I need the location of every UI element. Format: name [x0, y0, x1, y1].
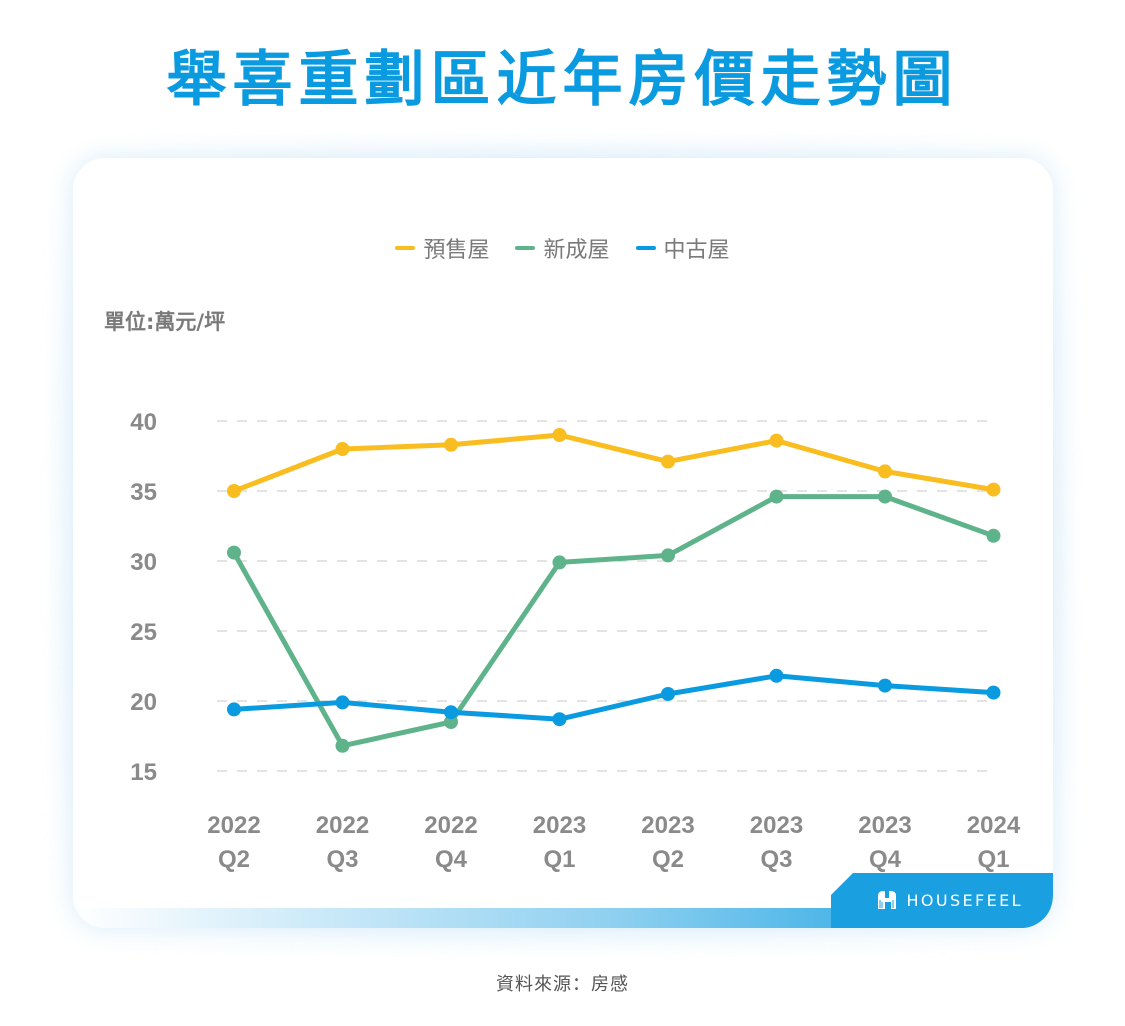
- x-tick-quarter: Q1: [543, 846, 575, 873]
- y-tick-label: 30: [130, 549, 157, 576]
- y-tick-label: 20: [130, 689, 157, 716]
- x-tick-quarter: Q3: [760, 846, 792, 873]
- brand-name: HOUSEFEEL: [906, 890, 1023, 910]
- data-point[interactable]: [661, 454, 675, 469]
- data-point[interactable]: [335, 442, 350, 456]
- brand-logo: HOUSEFEEL: [876, 890, 1023, 910]
- legend-swatch-presale: [395, 246, 416, 250]
- legend-swatch-second-hand: [635, 246, 656, 250]
- series-presale: [227, 428, 1001, 498]
- legend-item-new-house[interactable]: 新成屋: [515, 232, 610, 264]
- data-point[interactable]: [227, 545, 241, 560]
- x-tick-year: 2022: [316, 812, 369, 839]
- data-point[interactable]: [878, 489, 892, 504]
- data-point[interactable]: [661, 687, 675, 701]
- y-axis-unit-label: 單位:萬元/坪: [104, 310, 226, 334]
- card-bottom-gradient-bar: [73, 908, 1053, 928]
- data-source-note: 資料來源：房感: [496, 974, 629, 995]
- x-tick-year: 2024: [967, 812, 1021, 839]
- data-point[interactable]: [878, 678, 892, 693]
- data-point[interactable]: [769, 433, 784, 448]
- legend-swatch-new-house: [515, 246, 536, 250]
- series-second-hand: [227, 668, 1001, 727]
- data-point[interactable]: [335, 695, 350, 710]
- data-point[interactable]: [769, 668, 784, 683]
- series-line: [231, 494, 996, 749]
- data-point[interactable]: [444, 705, 458, 720]
- series-line: [231, 673, 996, 722]
- series-lines: [227, 428, 1001, 753]
- x-tick-quarter: Q4: [869, 846, 902, 873]
- x-tick-quarter: Q2: [652, 846, 684, 873]
- legend-item-second-hand[interactable]: 中古屋: [635, 232, 730, 264]
- y-tick-label: 40: [130, 409, 157, 436]
- y-tick-label: 25: [130, 619, 157, 646]
- data-point[interactable]: [986, 685, 1001, 700]
- data-point[interactable]: [769, 489, 784, 504]
- series-line: [231, 432, 996, 494]
- data-point[interactable]: [227, 484, 241, 498]
- data-point[interactable]: [552, 555, 567, 570]
- data-point[interactable]: [444, 715, 458, 729]
- housefeel-logo-icon: [878, 891, 897, 909]
- x-tick-year: 2023: [641, 812, 694, 839]
- legend-item-presale[interactable]: 預售屋: [395, 232, 489, 264]
- x-axis-ticks: 2022 Q2 2022 Q3 2022 Q4 2023 Q1 2023 Q2 2023 Q3 2023…: [207, 812, 1021, 873]
- brand-tab: [831, 873, 1053, 928]
- x-tick-year: 2023: [750, 812, 803, 839]
- y-axis-ticks: 40 35 30 25 20 15: [130, 409, 157, 786]
- series-new-house: [227, 489, 1001, 753]
- x-tick-quarter: Q1: [977, 846, 1009, 873]
- data-point[interactable]: [986, 528, 1001, 543]
- chart-legend: 預售屋 新成屋 中古屋: [0, 232, 1125, 264]
- legend-label: 預售屋: [423, 238, 490, 263]
- chart-card: HOUSEFEEL: [73, 158, 1053, 928]
- x-tick-year: 2023: [858, 812, 911, 839]
- data-point[interactable]: [661, 548, 675, 563]
- x-tick-year: 2023: [533, 812, 586, 839]
- x-tick-year: 2022: [424, 812, 477, 839]
- chart-title: 舉喜重劃區近年房價走勢圖: [166, 45, 959, 115]
- y-tick-label: 35: [130, 479, 157, 506]
- data-point[interactable]: [878, 464, 892, 479]
- data-point[interactable]: [227, 702, 241, 717]
- data-point[interactable]: [552, 428, 567, 442]
- data-point[interactable]: [444, 437, 458, 452]
- legend-label: 中古屋: [663, 238, 730, 263]
- data-point[interactable]: [986, 482, 1001, 497]
- data-point[interactable]: [335, 738, 350, 753]
- legend-label: 新成屋: [543, 238, 610, 263]
- y-tick-label: 15: [130, 759, 157, 786]
- x-tick-year: 2022: [207, 812, 260, 839]
- x-tick-quarter: Q3: [326, 846, 358, 873]
- data-point[interactable]: [552, 712, 567, 727]
- x-tick-quarter: Q4: [435, 846, 468, 873]
- x-tick-quarter: Q2: [218, 846, 250, 873]
